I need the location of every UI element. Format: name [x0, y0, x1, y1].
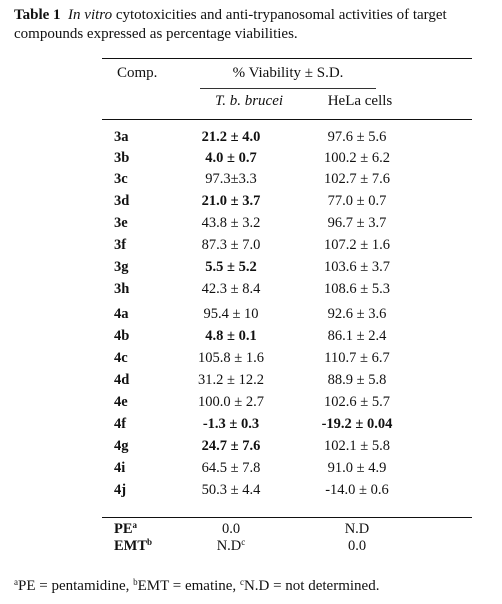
header-bottom-rule — [102, 119, 472, 120]
compound-cell: 3h — [114, 281, 130, 297]
compound-cell: 4j — [114, 482, 127, 498]
caption-italic: In vitro — [68, 7, 113, 23]
control-compound-cell: PEa — [114, 521, 137, 538]
tb-brucei-value: 87.3 ± 7.0 — [201, 237, 261, 253]
hela-value: 91.0 ± 4.9 — [327, 460, 387, 476]
compound-cell: 3d — [114, 193, 130, 209]
hela-value: 102.1 ± 5.8 — [324, 438, 390, 454]
table-footnote: aPE = pentamidine, bEMT = ematine, cN.D … — [14, 578, 379, 595]
hela-value: 92.6 ± 3.6 — [327, 306, 387, 322]
compound-cell: 3g — [114, 259, 129, 275]
compound-cell: 3c — [114, 171, 128, 187]
footnote-sup: b — [133, 577, 138, 587]
header-comp: Comp. — [117, 65, 158, 81]
tb-brucei-value: 21.2 ± 4.0 — [201, 129, 261, 145]
hela-value: 102.7 ± 7.6 — [324, 171, 390, 187]
tb-brucei-value: 43.8 ± 3.2 — [201, 215, 261, 231]
control-hela-value: N.D — [344, 521, 370, 537]
compound-cell: 4c — [114, 350, 128, 366]
header-viability: % Viability ± S.D. — [232, 65, 344, 81]
tb-brucei-value: 24.7 ± 7.6 — [201, 438, 261, 454]
control-tb-brucei-value: N.D — [216, 538, 242, 554]
control-footnote-mark: b — [147, 537, 153, 547]
compound-cell: 4a — [114, 306, 129, 322]
control-compound-cell: EMTb — [114, 538, 152, 555]
top-rule — [102, 58, 472, 59]
header-subrule — [200, 88, 376, 89]
footnote-sup: c — [239, 577, 244, 587]
hela-value: 100.2 ± 6.2 — [324, 150, 390, 166]
compound-cell: 3b — [114, 150, 130, 166]
tb-brucei-value: 100.0 ± 2.7 — [198, 394, 264, 410]
bottom-rule — [102, 517, 472, 518]
control-compound-name: EMT — [114, 538, 148, 554]
compound-cell: 3f — [114, 237, 127, 253]
hela-value: 108.6 ± 5.3 — [324, 281, 390, 297]
control-value-footnote-mark: c — [241, 537, 246, 547]
compound-cell: 4i — [114, 460, 126, 476]
compound-cell: 4b — [114, 328, 130, 344]
compound-cell: 3e — [114, 215, 128, 231]
tb-brucei-value: 4.0 ± 0.7 — [205, 150, 257, 166]
table-caption: Table 1 In vitro cytotoxicities and anti… — [14, 6, 494, 44]
hela-value: 110.7 ± 6.7 — [324, 350, 390, 366]
tb-brucei-value: -1.3 ± 0.3 — [202, 416, 260, 432]
tb-brucei-value: 5.5 ± 5.2 — [205, 259, 257, 275]
table-label: Table 1 — [14, 7, 61, 23]
caption-text: cytotoxicities and anti-trypanosomal act… — [14, 7, 447, 42]
footnote-text: N.D = not determined. — [243, 578, 380, 594]
control-footnote-mark: a — [132, 520, 138, 530]
hela-value: 77.0 ± 0.7 — [327, 193, 387, 209]
hela-value: -14.0 ± 0.6 — [325, 482, 389, 498]
control-hela-value: 0.0 — [347, 538, 367, 554]
tb-brucei-value: 50.3 ± 4.4 — [201, 482, 261, 498]
compound-cell: 4g — [114, 438, 129, 454]
compound-cell: 4f — [114, 416, 127, 432]
header-tb-brucei: T. b. brucei — [214, 93, 284, 109]
tb-brucei-value: 42.3 ± 8.4 — [201, 281, 261, 297]
hela-value: -19.2 ± 0.04 — [321, 416, 393, 432]
hela-value: 96.7 ± 3.7 — [327, 215, 387, 231]
hela-value: 88.9 ± 5.8 — [327, 372, 387, 388]
control-compound-name: PE — [114, 521, 133, 537]
compound-cell: 4e — [114, 394, 128, 410]
hela-value: 107.2 ± 1.6 — [324, 237, 390, 253]
control-tb-brucei-cell: 0.0 — [176, 521, 286, 538]
hela-value: 86.1 ± 2.4 — [327, 328, 387, 344]
compound-cell: 3a — [114, 129, 129, 145]
tb-brucei-value: 64.5 ± 7.8 — [201, 460, 261, 476]
control-tb-brucei-value: 0.0 — [221, 521, 241, 537]
hela-value: 103.6 ± 3.7 — [324, 259, 390, 275]
footnote-text: PE = pentamidine, — [18, 578, 134, 594]
tb-brucei-value: 97.3±3.3 — [205, 171, 257, 187]
control-tb-brucei-cell: N.Dc — [176, 538, 286, 555]
tb-brucei-value: 31.2 ± 12.2 — [198, 372, 264, 388]
tb-brucei-value: 4.8 ± 0.1 — [205, 328, 257, 344]
hela-value: 102.6 ± 5.7 — [324, 394, 390, 410]
tb-brucei-value: 105.8 ± 1.6 — [198, 350, 264, 366]
hela-value: 97.6 ± 5.6 — [327, 129, 387, 145]
tb-brucei-value: 21.0 ± 3.7 — [201, 193, 261, 209]
tb-brucei-value: 95.4 ± 10 — [203, 306, 259, 322]
header-hela: HeLa cells — [327, 93, 393, 109]
footnote-text: EMT = ematine, — [137, 578, 240, 594]
compound-cell: 4d — [114, 372, 130, 388]
footnote-sup: a — [14, 577, 18, 587]
